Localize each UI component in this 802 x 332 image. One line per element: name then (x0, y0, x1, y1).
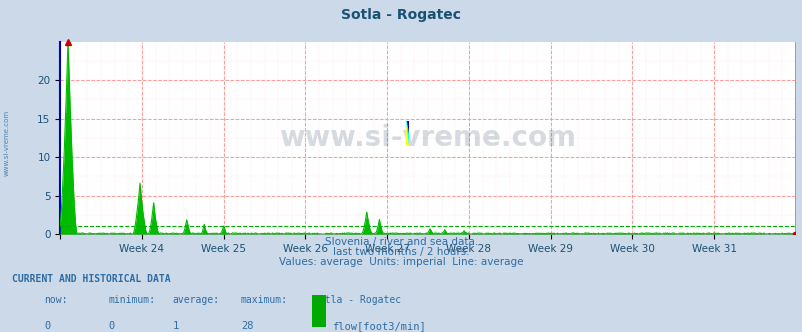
Polygon shape (407, 121, 408, 134)
Text: minimum:: minimum: (108, 295, 156, 305)
Text: 0: 0 (44, 321, 51, 331)
Text: Sotla - Rogatec: Sotla - Rogatec (341, 8, 461, 22)
Text: now:: now: (44, 295, 67, 305)
Text: 0: 0 (108, 321, 115, 331)
Text: Slovenia / river and sea data.: Slovenia / river and sea data. (325, 237, 477, 247)
Text: www.si-vreme.com: www.si-vreme.com (3, 110, 10, 176)
Text: Values: average  Units: imperial  Line: average: Values: average Units: imperial Line: av… (279, 257, 523, 267)
Text: Sotla - Rogatec: Sotla - Rogatec (313, 295, 401, 305)
Polygon shape (405, 121, 408, 145)
Text: flow[foot3/min]: flow[foot3/min] (331, 321, 425, 331)
Text: 1: 1 (172, 321, 179, 331)
Polygon shape (405, 121, 408, 145)
Text: maximum:: maximum: (241, 295, 288, 305)
Text: last two months / 2 hours.: last two months / 2 hours. (333, 247, 469, 257)
Text: 28: 28 (241, 321, 253, 331)
Text: CURRENT AND HISTORICAL DATA: CURRENT AND HISTORICAL DATA (12, 274, 171, 284)
Text: www.si-vreme.com: www.si-vreme.com (279, 124, 575, 152)
Text: average:: average: (172, 295, 220, 305)
FancyBboxPatch shape (311, 295, 326, 327)
